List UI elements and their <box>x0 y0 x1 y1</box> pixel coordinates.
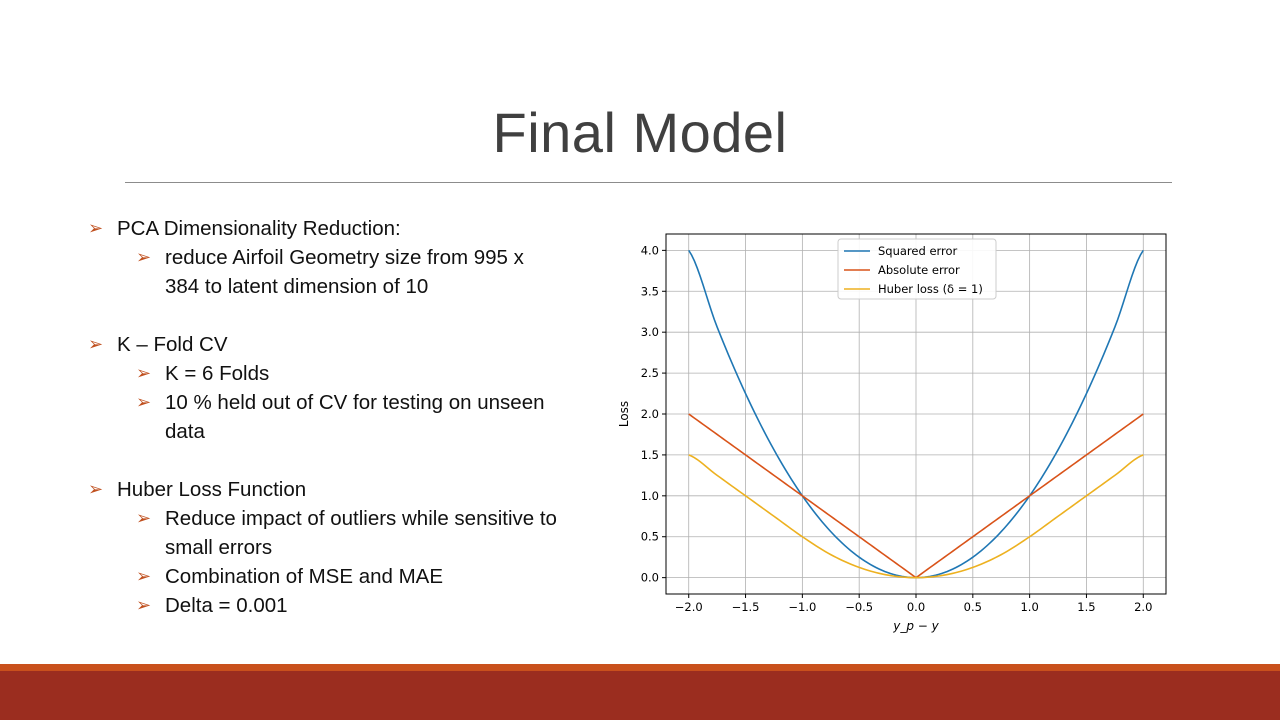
legend-label: Squared error <box>878 244 958 258</box>
arrow-bullet-icon: ➢ <box>136 595 152 615</box>
loss-chart: −2.0 −1.5 −1.0 −0.5 0.0 0.5 1.0 1.5 2.0 0.0 0.5 1.0… <box>610 222 1180 642</box>
bullet-text: 10 % held out of CV for testing on unsee… <box>165 391 545 443</box>
bullet-text: Delta = 0.001 <box>165 594 288 617</box>
y-tick-label: 3.5 <box>641 284 659 298</box>
bullet-item: ➢ PCA Dimensionality Reduction: <box>88 214 558 243</box>
y-tick-label: 1.0 <box>641 489 659 503</box>
legend-box <box>837 238 997 300</box>
footer-accent-stripe <box>0 664 1280 671</box>
y-tick-label: 0.5 <box>641 530 659 544</box>
x-tick-label: −0.5 <box>845 600 873 614</box>
sub-bullet-item: ➢ Delta = 0.001 <box>88 591 558 620</box>
sub-bullet-item: ➢ K = 6 Folds <box>88 359 558 388</box>
y-axis-label: Loss <box>617 401 631 427</box>
legend-label: Huber loss (δ = 1) <box>878 282 983 296</box>
footer-bar <box>0 671 1280 720</box>
sub-bullet-item: ➢ reduce Airfoil Geometry size from 995 x… <box>88 243 558 301</box>
y-tick-label: 3.0 <box>641 325 659 339</box>
series-line-3 <box>688 454 1144 579</box>
x-tick-label: 1.0 <box>1020 600 1038 614</box>
bullet-text: Combination of MSE and MAE <box>165 565 444 588</box>
bullet-text: reduce Airfoil Geometry size from 995 x … <box>165 246 524 298</box>
bullet-item: ➢ K – Fold CV <box>88 330 558 359</box>
bullet-text: K – Fold CV <box>117 333 228 356</box>
bullet-list: ➢ PCA Dimensionality Reduction: ➢ reduce Ai… <box>88 214 558 620</box>
arrow-bullet-icon: ➢ <box>88 334 104 354</box>
sub-bullet-item: ➢ Combination of MSE and MAE <box>88 562 558 591</box>
arrow-bullet-icon: ➢ <box>88 479 104 499</box>
loss-chart-svg: −2.0 −1.5 −1.0 −0.5 0.0 0.5 1.0 1.5 2.0 0.0 0.5 1.0… <box>617 233 1167 633</box>
y-tick-label: 0.0 <box>641 571 659 585</box>
arrow-bullet-icon: ➢ <box>136 392 152 412</box>
x-tick-label: −1.5 <box>732 600 760 614</box>
bullet-text: K = 6 Folds <box>165 362 270 385</box>
bullet-text: Huber Loss Function <box>117 478 307 501</box>
x-tick-label: 0.0 <box>907 600 925 614</box>
y-tick-label: 2.5 <box>641 366 659 380</box>
bullet-text: PCA Dimensionality Reduction: <box>117 217 401 240</box>
arrow-bullet-icon: ➢ <box>136 508 152 528</box>
slide-title: Final Model <box>492 101 788 164</box>
arrow-bullet-icon: ➢ <box>136 566 152 586</box>
arrow-bullet-icon: ➢ <box>136 247 152 267</box>
x-tick-label: −2.0 <box>675 600 703 614</box>
x-tick-label: 0.5 <box>964 600 982 614</box>
title-divider <box>125 182 1172 183</box>
arrow-bullet-icon: ➢ <box>88 218 104 238</box>
y-tick-label: 4.0 <box>641 243 659 257</box>
sub-bullet-item: ➢ 10 % held out of CV for testing on unse… <box>88 388 558 446</box>
x-tick-label: 1.5 <box>1077 600 1095 614</box>
bullet-text: Reduce impact of outliers while sensitiv… <box>165 507 557 559</box>
y-tick-label: 2.0 <box>641 407 659 421</box>
x-tick-label: −1.0 <box>788 600 816 614</box>
arrow-bullet-icon: ➢ <box>136 363 152 383</box>
x-tick-label: 2.0 <box>1134 600 1152 614</box>
y-tick-label: 1.5 <box>641 448 659 462</box>
x-axis-label: y_p − y <box>892 619 939 633</box>
sub-bullet-item: ➢ Reduce impact of outliers while sensiti… <box>88 504 558 562</box>
bullet-item: ➢ Huber Loss Function <box>88 475 558 504</box>
legend-label: Absolute error <box>878 263 960 277</box>
